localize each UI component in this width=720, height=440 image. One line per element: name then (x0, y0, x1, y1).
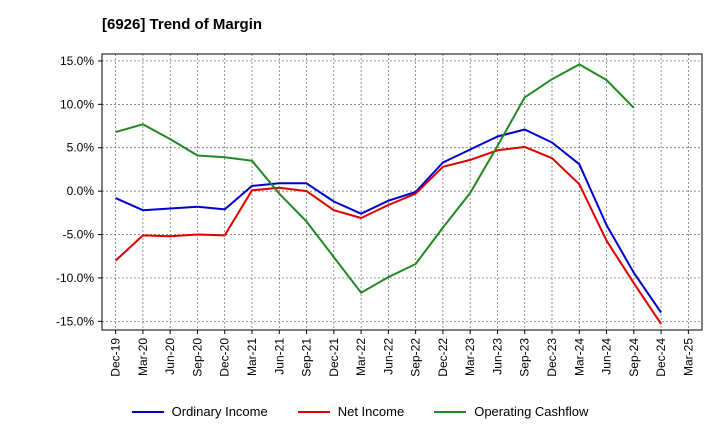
series-line-ordinary-income (115, 128, 662, 314)
x-tick-label: Sep-22 (409, 338, 423, 377)
legend-label: Operating Cashflow (474, 404, 589, 419)
legend-swatch (131, 410, 164, 413)
x-tick-label: Mar-20 (136, 338, 150, 376)
x-tick-label: Sep-20 (190, 338, 204, 377)
x-axis-ticks: Dec-19 Mar-20 Jun-20 Sep-20 Dec-20 Mar-21 Jun-… (109, 330, 695, 377)
plot-frame (101, 53, 703, 331)
x-tick-label: Dec-24 (654, 338, 668, 377)
y-tick-label: 0.0% (67, 184, 95, 198)
x-tick-label: Mar-21 (245, 338, 259, 376)
series-line-net-income (114, 145, 662, 325)
x-tick-label: Dec-19 (109, 338, 123, 377)
x-tick-label: Sep-23 (518, 338, 532, 377)
x-tick-label: Jun-21 (272, 338, 286, 375)
x-tick-label: Dec-22 (436, 338, 450, 377)
x-tick-label: Jun-22 (381, 338, 395, 375)
y-tick-label: -10.0% (56, 271, 94, 285)
legend-swatch (434, 410, 467, 413)
y-tick-label: -5.0% (63, 228, 95, 242)
y-tick-label: 15.0% (60, 54, 94, 68)
x-tick-label: Sep-21 (300, 338, 314, 377)
x-tick-label: Dec-21 (327, 338, 341, 377)
legend-label: Net Income (337, 404, 405, 419)
y-tick-label: 5.0% (67, 141, 95, 155)
x-tick-label: Dec-20 (218, 338, 232, 377)
y-tick-label: 10.0% (60, 97, 94, 111)
x-tick-label: Mar-22 (354, 338, 368, 376)
legend-label: Ordinary Income (171, 404, 268, 419)
legend: Ordinary Income Net Income Operating Cashf… (0, 404, 720, 419)
y-axis-ticks: 15.0% 10.0% 5.0% 0.0% -5.0% -10.0% -15.0% (56, 54, 102, 328)
x-tick-label: Mar-23 (463, 338, 477, 376)
x-tick-label: Jun-20 (163, 338, 177, 375)
y-tick-label: -15.0% (56, 314, 94, 328)
legend-item: Operating Cashflow (434, 404, 588, 419)
series-lines (114, 63, 662, 325)
legend-swatch (297, 410, 330, 413)
series-line-operating-cashflow (115, 63, 635, 294)
x-tick-label: Dec-23 (545, 338, 559, 377)
x-tick-label: Sep-24 (627, 338, 641, 377)
x-tick-label: Jun-23 (490, 338, 504, 375)
x-tick-label: Mar-25 (681, 338, 695, 376)
x-tick-label: Jun-24 (600, 338, 614, 375)
x-tick-label: Mar-24 (572, 338, 586, 376)
chart-title: [6926] Trend of Margin (102, 16, 263, 33)
legend-item: Net Income (297, 404, 405, 419)
legend-item: Ordinary Income (131, 404, 268, 419)
grid (102, 54, 702, 330)
